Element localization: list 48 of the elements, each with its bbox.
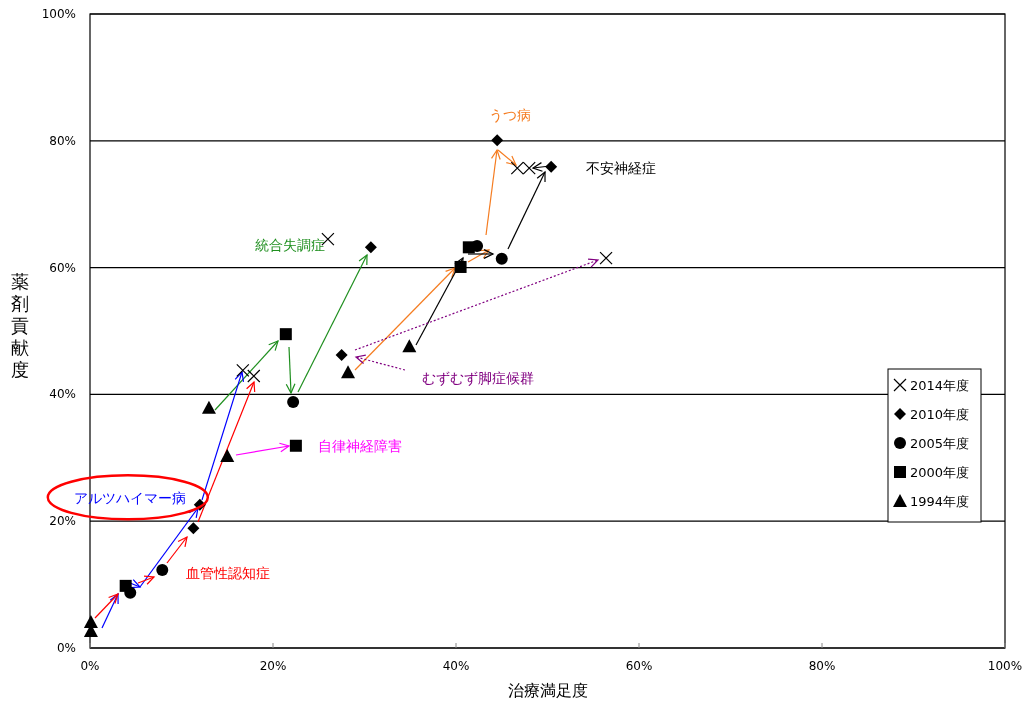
x-tick-label: 60% — [625, 659, 653, 673]
legend-label: 2000年度 — [910, 465, 970, 480]
legend-label: 2010年度 — [910, 407, 970, 422]
y-tick-label: 0% — [56, 641, 76, 655]
point — [247, 369, 261, 383]
x-tick-label: 0% — [80, 659, 100, 673]
y-tick-label: 40% — [49, 387, 76, 402]
point — [462, 241, 475, 254]
annotation: 不安神経症 — [586, 160, 656, 176]
point — [454, 260, 467, 273]
annotation: うつ病 — [489, 107, 531, 123]
point — [83, 615, 98, 629]
y-tick-label: 100% — [41, 7, 76, 21]
x-axis-title: 治療満足度 — [507, 681, 588, 700]
point — [402, 339, 417, 353]
x-tick-label: 80% — [808, 659, 836, 673]
point — [156, 564, 169, 577]
x-tick-label: 20% — [259, 659, 287, 673]
point — [495, 252, 508, 265]
point — [599, 251, 613, 265]
point — [510, 161, 524, 175]
point — [187, 522, 200, 535]
point — [119, 579, 132, 592]
annotation: 統合失調症 — [255, 237, 325, 253]
point — [491, 134, 504, 147]
x-tick-label: 100% — [987, 659, 1022, 673]
point — [545, 160, 558, 173]
y-tick-label: 60% — [49, 260, 76, 275]
point — [289, 439, 302, 452]
y-tick-label: 20% — [49, 514, 76, 529]
x-tick-label: 40% — [442, 659, 470, 673]
annotation: 血管性認知症 — [186, 565, 270, 581]
point — [287, 396, 300, 409]
point — [201, 400, 216, 414]
legend-label: 2014年度 — [910, 378, 970, 393]
y-axis-title: 薬剤貢献度 — [11, 271, 29, 380]
annotation: むずむず脚症候群 — [422, 370, 534, 386]
point — [364, 241, 377, 254]
point — [220, 448, 235, 462]
point — [341, 365, 356, 379]
point — [236, 363, 250, 377]
legend-label: 1994年度 — [910, 494, 970, 509]
point — [522, 161, 536, 175]
point — [335, 349, 348, 362]
y-tick-label: 80% — [49, 133, 76, 148]
annotation: 自律神経障害 — [318, 438, 402, 454]
point — [279, 328, 292, 341]
legend-label: 2005年度 — [910, 436, 970, 451]
